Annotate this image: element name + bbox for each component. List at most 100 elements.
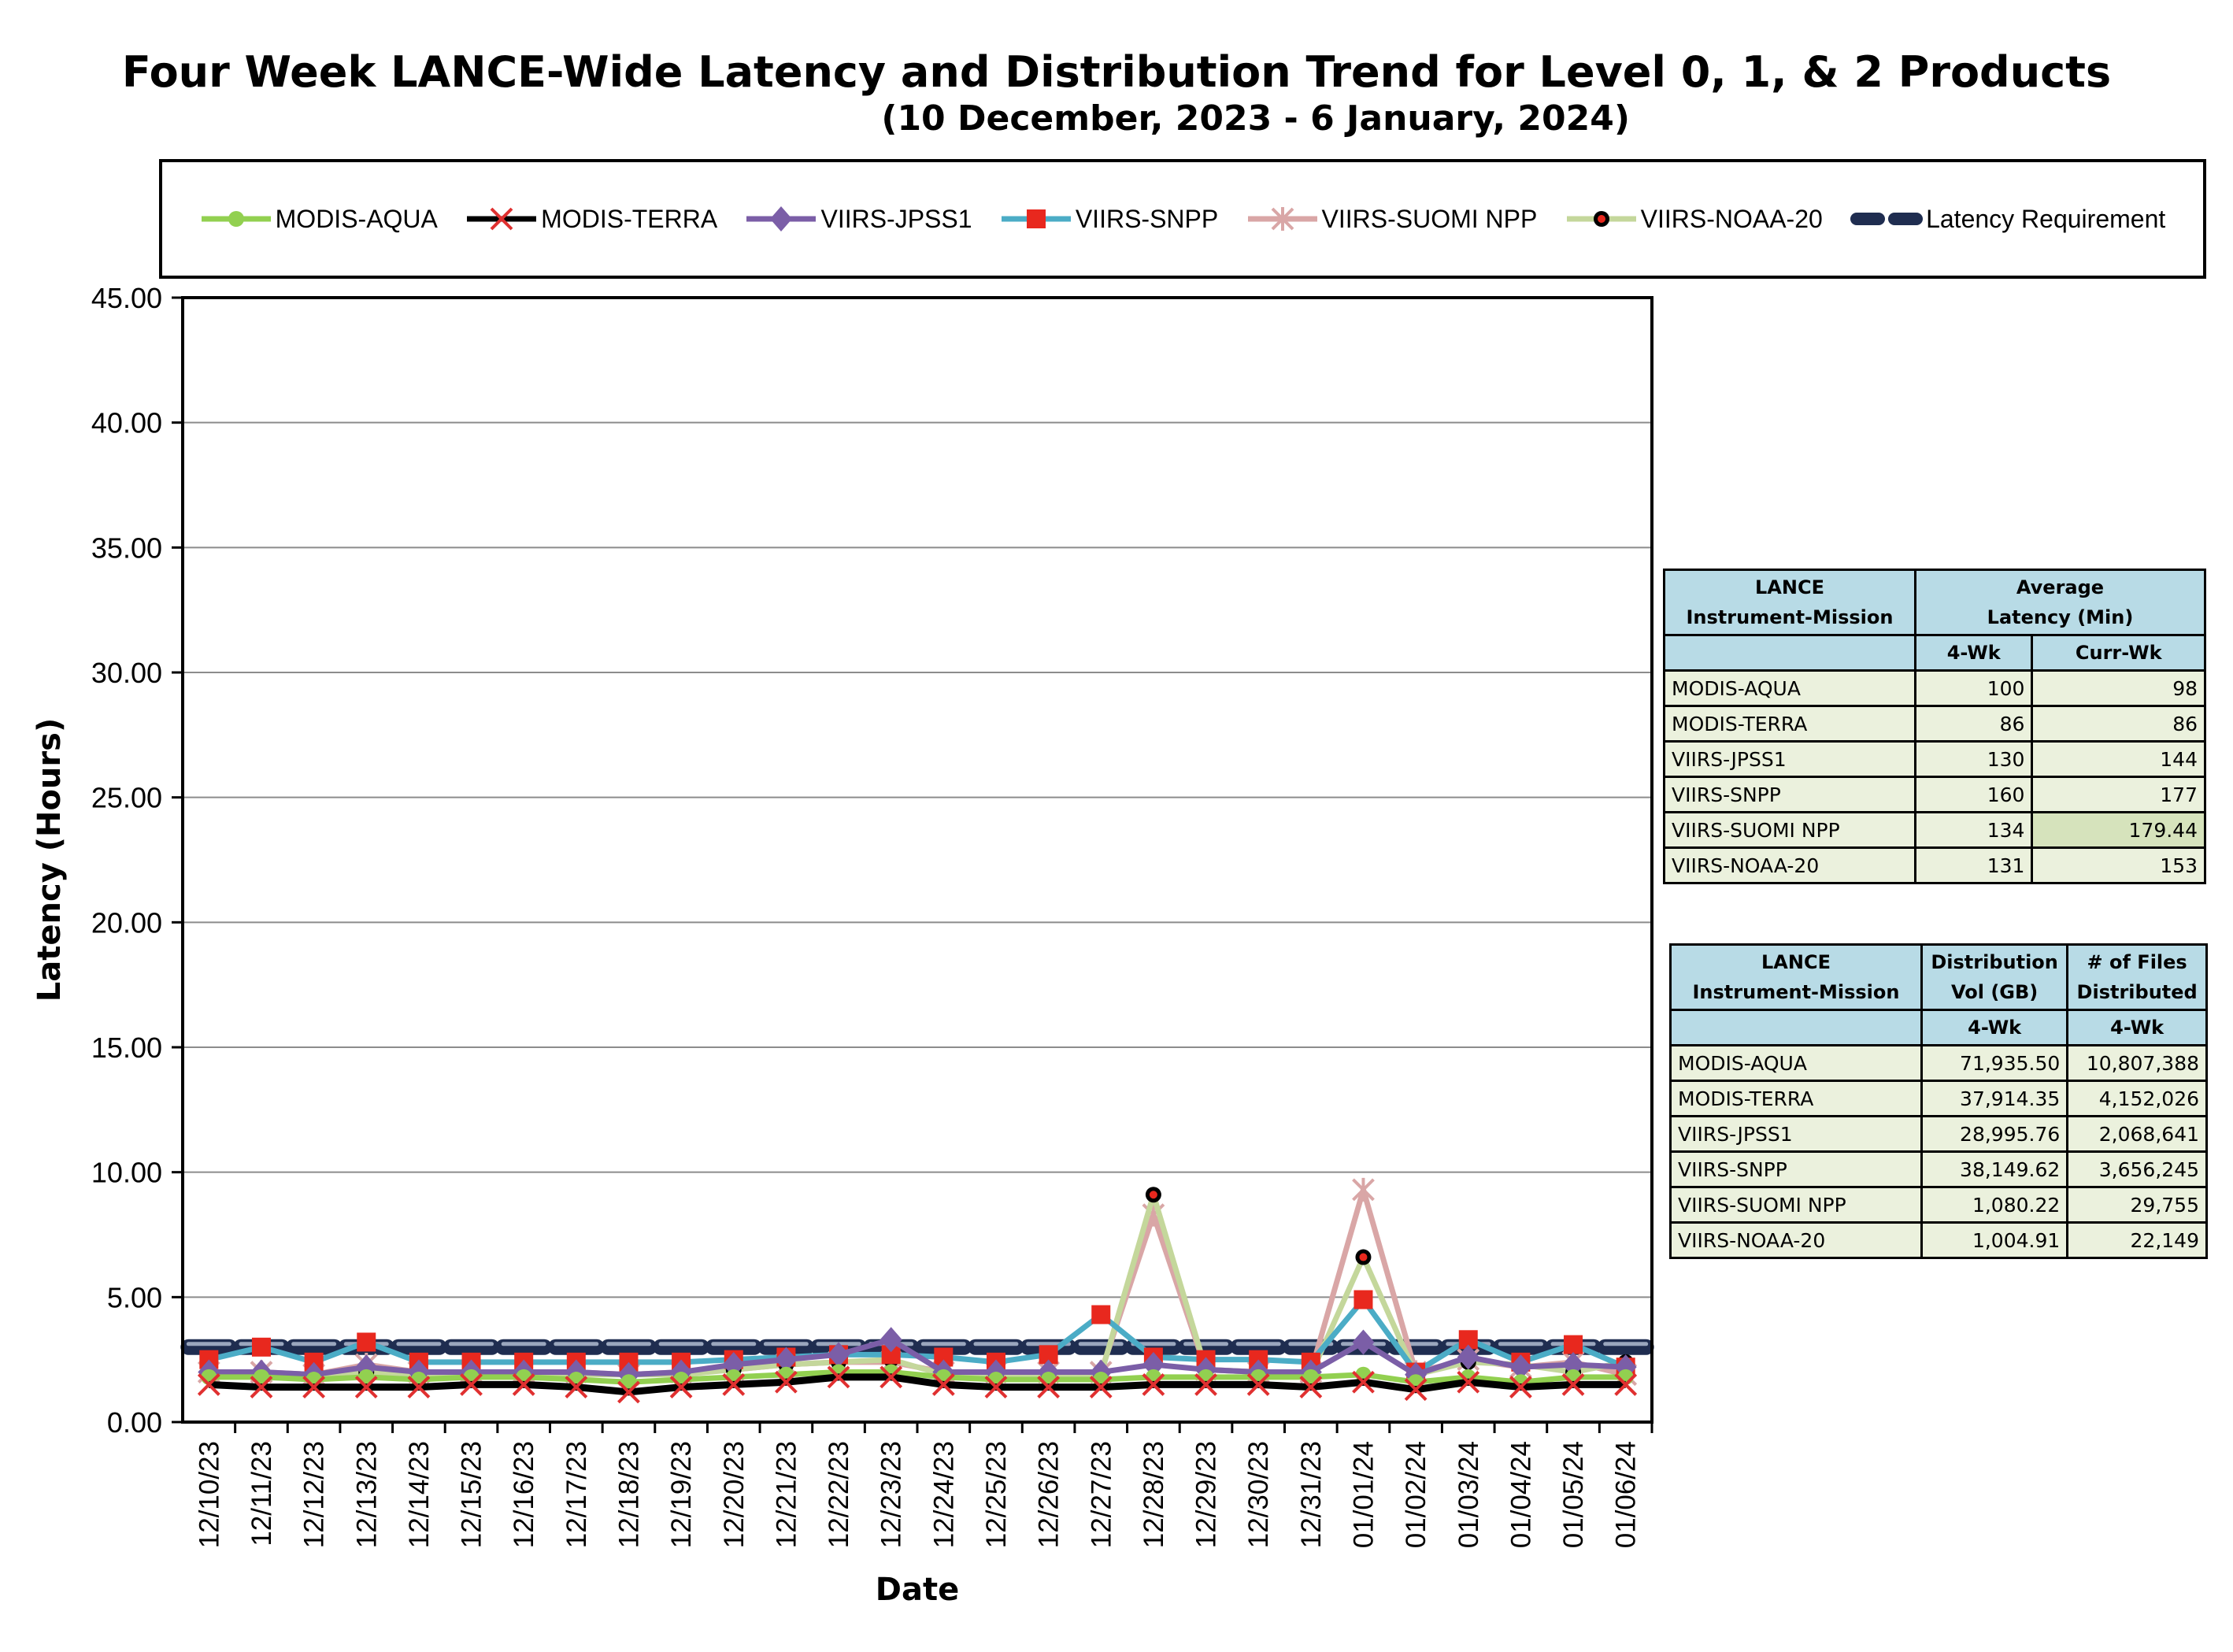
table-row: VIIRS-JPSS1 28,995.76 2,068,641	[1669, 1115, 2208, 1153]
y-tick-label: 30.00	[91, 657, 162, 689]
mission-name: VIIRS-SNPP	[1663, 776, 1916, 813]
mission-name: VIIRS-SNPP	[1669, 1150, 1923, 1188]
data-point	[1299, 1376, 1323, 1398]
table-row: VIIRS-SUOMI NPP 1,080.22 29,755	[1669, 1186, 2208, 1224]
mission-name: MODIS-TERRA	[1669, 1080, 1923, 1117]
latency-curr-wk: 144	[2031, 740, 2206, 778]
x-tick-label: 12/18/23	[613, 1441, 644, 1548]
x-tick-label: 01/01/24	[1348, 1441, 1379, 1548]
chart-legend: MODIS-AQUA MODIS-TERRA VIIRS-JPSS1 VIIRS-SN…	[159, 159, 2206, 279]
mission-name: VIIRS-JPSS1	[1663, 740, 1916, 778]
legend-swatch	[746, 206, 817, 232]
header-line: Instrument-Mission	[1692, 981, 1900, 1003]
data-point	[1352, 1329, 1375, 1355]
data-point	[879, 1327, 902, 1353]
dist-header-files: # of Files Distributed	[2066, 943, 2208, 1011]
data-point	[1457, 1344, 1479, 1370]
y-tick-labels: 0.00 5.00 10.00 15.00 20.00 25.00 30.00 35.00 40…	[91, 282, 162, 1439]
x-tick-label: 01/05/24	[1558, 1441, 1589, 1548]
data-point	[1561, 1372, 1585, 1396]
data-point	[1091, 1305, 1111, 1324]
legend-swatch	[1566, 211, 1636, 227]
distribution-volume: 37,914.35	[1920, 1080, 2069, 1117]
table-row: VIIRS-SUOMI NPP 134 179.44	[1663, 811, 2206, 849]
series-latency-requirement	[180, 1339, 1654, 1355]
header-line: # of Files	[2087, 951, 2187, 973]
x-tick-label: 12/21/23	[771, 1441, 802, 1548]
data-point	[775, 1346, 798, 1372]
mission-name: VIIRS-NOAA-20	[1669, 1221, 1923, 1259]
data-point	[617, 1380, 640, 1404]
data-point	[1194, 1372, 1217, 1396]
x-tick-label: 12/28/23	[1139, 1441, 1169, 1548]
x-axis-label: Date	[876, 1572, 959, 1608]
files-distributed: 3,656,245	[2066, 1150, 2208, 1188]
latency-4wk: 134	[1913, 811, 2034, 849]
header-line: Average	[2016, 576, 2105, 598]
data-point	[1562, 1352, 1585, 1378]
data-point	[354, 1376, 378, 1398]
data-point	[1457, 1370, 1480, 1394]
y-tick-label: 45.00	[91, 282, 162, 314]
table-row: VIIRS-JPSS1 130 144	[1663, 740, 2206, 778]
latency-4wk: 160	[1913, 776, 2034, 813]
data-point	[1509, 1376, 1532, 1398]
data-point	[357, 1332, 376, 1352]
plot-area-border	[181, 296, 1653, 1424]
series-line	[209, 1373, 1626, 1396]
latency-curr-wk: 98	[2031, 669, 2206, 707]
x-tick-label: 12/19/23	[666, 1441, 697, 1548]
x-tick-label: 12/30/23	[1243, 1441, 1274, 1548]
legend-swatch	[1247, 207, 1317, 231]
mission-name: MODIS-TERRA	[1663, 705, 1916, 743]
x-tick-label: 12/24/23	[928, 1441, 959, 1548]
legend-swatch	[201, 211, 271, 227]
data-point	[1354, 1290, 1373, 1309]
x-tick-label: 12/17/23	[561, 1441, 592, 1548]
data-point	[197, 1372, 220, 1396]
x-tick-labels: 12/10/23 12/11/23 12/12/23 12/13/23 12/14/23…	[194, 1422, 1653, 1548]
x-tick-label: 12/31/23	[1296, 1441, 1327, 1548]
legend-label: VIIRS-NOAA-20	[1640, 204, 1823, 233]
chart-subtitle: (10 December, 2023 - 6 January, 2024)	[881, 98, 1630, 139]
dist-header-4wk-vol: 4-Wk	[1920, 1009, 2069, 1046]
data-point	[1037, 1376, 1061, 1398]
series-modis-terra	[197, 1365, 1638, 1404]
dist-header-mission: LANCE Instrument-Mission	[1669, 943, 1923, 1011]
files-distributed: 2,068,641	[2066, 1115, 2208, 1153]
data-point	[228, 211, 244, 227]
mission-name: MODIS-AQUA	[1669, 1044, 1923, 1082]
x-tick-label: 12/20/23	[719, 1441, 750, 1548]
y-tick-label: 15.00	[91, 1032, 162, 1064]
files-distributed: 29,755	[2066, 1186, 2208, 1224]
y-tick-label: 20.00	[91, 906, 162, 939]
y-tick-label: 5.00	[107, 1281, 162, 1313]
mission-name: VIIRS-SUOMI NPP	[1663, 811, 1916, 849]
legend-item: VIIRS-NOAA-20	[1565, 203, 1823, 235]
dist-header-4wk-files: 4-Wk	[2066, 1009, 2208, 1046]
distribution-volume: 1,080.22	[1920, 1186, 2069, 1224]
latency-4wk: 131	[1913, 846, 2034, 884]
table-row: MODIS-TERRA 37,914.35 4,152,026	[1669, 1080, 2208, 1117]
data-point	[1509, 1354, 1532, 1380]
dist-header-blank	[1669, 1009, 1923, 1046]
distribution-volume: 38,149.62	[1920, 1150, 2069, 1188]
latency-4wk: 86	[1913, 705, 2034, 743]
x-tick-label: 12/16/23	[509, 1441, 539, 1548]
data-point	[1355, 1249, 1372, 1265]
x-tick-label: 12/12/23	[299, 1441, 330, 1548]
data-point	[407, 1376, 431, 1398]
data-point	[722, 1352, 745, 1378]
latency-curr-wk: 153	[2031, 846, 2206, 884]
table-row: VIIRS-SNPP 160 177	[1663, 776, 2206, 813]
data-point	[1246, 1372, 1270, 1396]
y-tick-label: 40.00	[91, 407, 162, 439]
latency-header-4wk: 4-Wk	[1913, 634, 2034, 672]
legend-item: VIIRS-SUOMI NPP	[1246, 203, 1537, 235]
files-distributed: 4,152,026	[2066, 1080, 2208, 1117]
latency-header-blank	[1663, 634, 1916, 672]
legend-swatch	[1850, 213, 1924, 225]
header-line: LANCE	[1755, 576, 1824, 598]
gridlines	[172, 296, 1652, 1424]
